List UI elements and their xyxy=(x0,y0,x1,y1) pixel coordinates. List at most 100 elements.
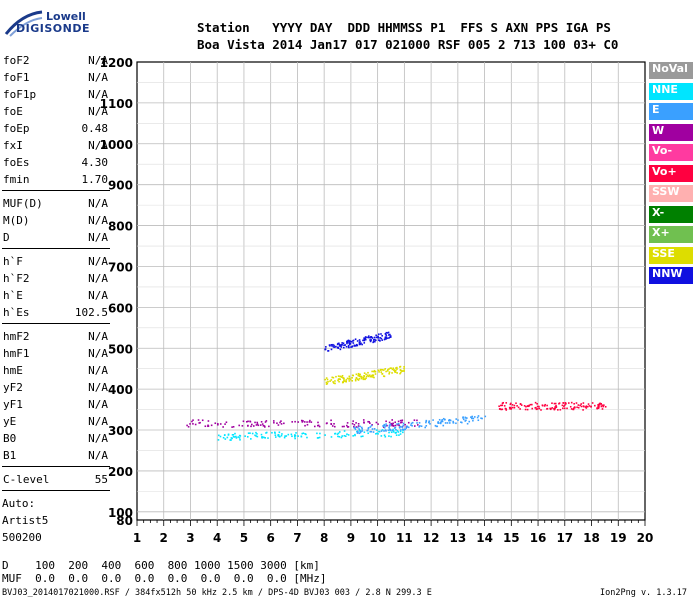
echo-point xyxy=(360,342,362,345)
echo-point xyxy=(437,421,440,423)
echo-point xyxy=(392,425,395,427)
echo-point xyxy=(504,407,507,410)
echo-point xyxy=(339,348,342,351)
echo-point xyxy=(407,421,410,424)
echo-point xyxy=(344,380,346,382)
echo-point xyxy=(356,378,359,381)
echo-point xyxy=(306,436,308,439)
echo-point xyxy=(519,403,522,405)
echo-point xyxy=(222,436,225,439)
echo-point xyxy=(394,421,397,424)
echo-point xyxy=(398,434,400,436)
echo-point xyxy=(294,420,296,423)
echo-point xyxy=(329,380,331,382)
echo-point xyxy=(316,424,319,427)
param-value: N/A xyxy=(88,364,108,377)
echo-point xyxy=(382,425,384,427)
echo-point xyxy=(274,434,277,436)
echo-point xyxy=(402,431,404,434)
param-value: N/A xyxy=(88,432,108,445)
echo-point xyxy=(390,431,393,434)
echo-point xyxy=(553,407,555,410)
echo-point xyxy=(596,407,598,409)
echo-point xyxy=(375,421,378,424)
echo-point xyxy=(348,380,351,382)
echo-point xyxy=(418,425,421,428)
echo-point xyxy=(277,433,280,436)
echo-point xyxy=(335,345,337,348)
echo-point xyxy=(541,404,544,407)
echo-point xyxy=(210,424,213,427)
legend-item: W xyxy=(649,123,693,141)
echo-point xyxy=(511,406,514,409)
echo-point xyxy=(472,419,474,422)
echo-point xyxy=(359,425,361,428)
echo-point xyxy=(400,371,402,374)
echo-point xyxy=(536,403,538,405)
echo-point xyxy=(342,342,345,345)
echo-point xyxy=(230,439,232,441)
param-value: 1.70 xyxy=(81,173,109,186)
param-row: h`F N/A xyxy=(2,253,110,270)
param-row: hmE N/A xyxy=(2,362,110,379)
param-row: foF1 N/A xyxy=(2,69,110,86)
param-value: N/A xyxy=(88,272,108,285)
param-row: yF1 N/A xyxy=(2,396,110,413)
echo-point xyxy=(338,431,341,433)
echo-point xyxy=(341,381,344,384)
echo-point xyxy=(303,421,306,423)
echo-point xyxy=(354,434,356,437)
echo-point xyxy=(370,375,373,377)
echo-point xyxy=(396,372,398,374)
x-tick-label: 9 xyxy=(347,531,355,545)
echo-point xyxy=(553,408,556,411)
echo-point xyxy=(217,439,220,441)
echo-point xyxy=(363,342,366,344)
param-key: hmE xyxy=(3,364,23,377)
legend-item: NNE xyxy=(649,82,693,100)
echo-point xyxy=(544,403,546,406)
echo-point xyxy=(416,422,418,424)
x-tick-label: 2 xyxy=(160,531,168,545)
echo-point xyxy=(351,377,353,379)
echo-point xyxy=(325,383,328,385)
echo-point xyxy=(374,338,376,341)
echo-point xyxy=(332,381,334,383)
echo-point xyxy=(349,340,351,343)
echo-point xyxy=(357,372,360,375)
echo-point xyxy=(413,425,416,427)
echo-point xyxy=(324,378,326,381)
echo-point xyxy=(355,422,357,424)
echo-point xyxy=(214,422,217,425)
echo-point xyxy=(553,402,556,405)
echo-point xyxy=(324,348,327,350)
echo-point xyxy=(383,434,386,437)
echo-point xyxy=(255,424,258,426)
echo-point xyxy=(513,404,516,407)
echo-point xyxy=(580,405,583,408)
echo-point xyxy=(428,420,431,422)
echo-point xyxy=(244,435,246,437)
echo-point xyxy=(366,429,369,432)
echo-point xyxy=(300,419,303,422)
echo-point xyxy=(390,423,393,426)
muf-row: MUF 0.0 0.0 0.0 0.0 0.0 0.0 0.0 0.0 [MHz… xyxy=(2,572,327,585)
echo-point xyxy=(460,421,462,424)
echo-point xyxy=(338,343,341,346)
x-tick-label: 13 xyxy=(449,531,466,545)
echo-point xyxy=(297,421,300,423)
echo-point xyxy=(570,408,573,410)
echo-point xyxy=(341,425,344,428)
echo-point xyxy=(356,430,359,433)
param-separator xyxy=(2,248,110,253)
echo-point xyxy=(561,404,564,407)
echo-point xyxy=(397,431,400,433)
echo-point xyxy=(428,421,430,423)
echo-point xyxy=(325,381,328,384)
echo-point xyxy=(291,421,294,423)
echo-point xyxy=(337,378,340,380)
echo-point xyxy=(374,340,376,343)
echo-point xyxy=(444,422,447,424)
echo-point xyxy=(373,336,376,339)
param-key: M(D) xyxy=(3,214,30,227)
